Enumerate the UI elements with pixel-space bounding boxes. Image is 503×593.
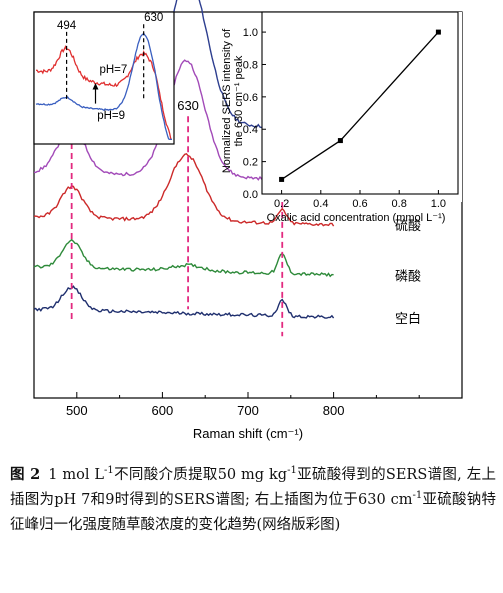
right-y-tick-label-0.2: 0.2 [243,157,258,169]
main-x-tick-label-800: 800 [323,403,345,418]
right-y-tick-label-0.6: 0.6 [243,92,258,104]
main-spectrum-5 [33,285,335,319]
inset-spectrum-2 [35,32,172,141]
right-x-tick-label-1.0: 1.0 [431,198,446,210]
right-y-tick-label-1.0: 1.0 [243,27,258,39]
right-x-tick-label-0.2: 0.2 [274,198,289,210]
caption-figure-number: 图 2 [10,466,41,483]
inset-legend-ph9: pH=9 [97,110,125,122]
right-x-axis-label: Oxalic acid concentration (mmol L⁻¹) [267,212,446,224]
main-x-ticks: 500 600 700 800 [33,392,463,418]
right-point-2 [337,138,343,144]
right-point-1 [279,176,285,182]
inset-peak-label-494: 494 [57,20,77,32]
main-x-tick-label-700: 700 [237,403,259,418]
main-spectrum-3 [33,152,335,227]
left-inset-frame [33,11,175,145]
inset-legend-ph7: pH=7 [99,64,127,76]
right-x-tick-label-0.8: 0.8 [392,198,407,210]
right-x-tick-label-0.4: 0.4 [313,198,328,210]
inset-peak-label-630: 630 [144,12,163,24]
main-x-tick-label-500: 500 [66,403,88,418]
right-y-tick-label-0.8: 0.8 [243,59,258,71]
curve-label-3: 硫酸 [395,218,421,233]
inset-spectrum-1 [36,45,172,141]
right-y-axis-label-line2: the 630 cm⁻¹ peak [233,55,245,146]
curve-label-4: 磷酸 [395,268,421,283]
curve-label-5: 空白 [395,311,421,326]
left-inset: 494 630 pH=7 pH=9 [33,11,175,145]
inset-arrow-head [92,83,99,90]
main-x-axis-label: Raman shift (cm⁻¹) [193,426,303,441]
right-inset: 0.2 0.4 0.6 0.8 1.0 0.0 0.2 0.4 0.6 0.8 1.0 Oxalic … [221,11,462,224]
right-y-axis-label-line1: Normalized SERS intensity of [221,28,233,173]
right-y-tick-label-0.4: 0.4 [243,124,258,136]
peak-label-630: 630 [177,98,199,113]
main-spectrum-4 [33,238,334,278]
right-x-tick-label-0.6: 0.6 [352,198,367,210]
caption-text: 1 mol L-1不同酸介质提取50 mg kg-1亚硫酸得到的SERS谱图, … [10,465,496,533]
main-x-tick-label-600: 600 [152,403,174,418]
right-point-3 [435,29,441,35]
right-y-tick-label-0.0: 0.0 [243,189,258,201]
right-inset-plot-bg [262,12,462,202]
